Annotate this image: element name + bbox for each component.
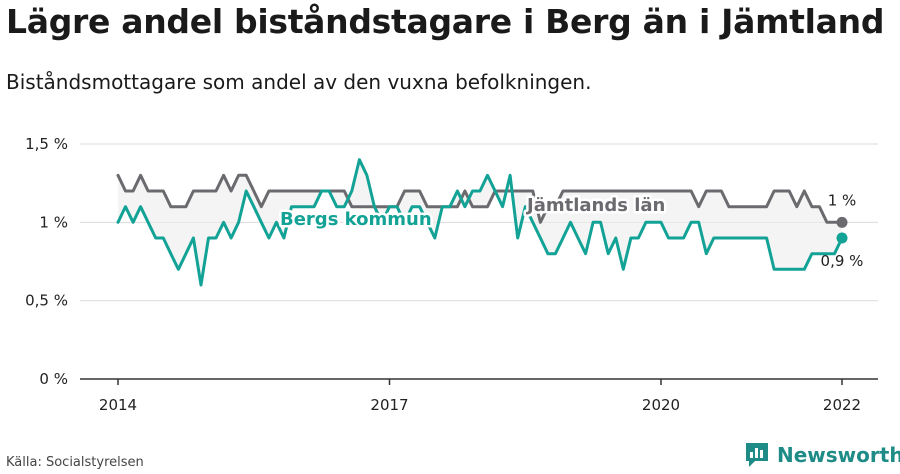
end-label-jamtlands-lan: 1 % <box>828 191 857 209</box>
chart-subtitle: Biståndsmottagare som andel av den vuxna… <box>6 70 592 94</box>
end-point-jamtlands-lan <box>836 216 848 228</box>
x-tick-label: 2017 <box>370 396 408 414</box>
x-tick-label: 2020 <box>642 396 680 414</box>
end-point-bergs-kommun <box>836 232 848 244</box>
brand-logo: Newsworthy <box>744 441 900 469</box>
x-tick-label: 2014 <box>99 396 137 414</box>
end-label-bergs-kommun: 0,9 % <box>821 252 864 270</box>
brand-name: Newsworthy <box>777 443 900 467</box>
y-tick-label: 0 % <box>39 370 68 388</box>
y-tick-label: 1 % <box>39 213 68 231</box>
source-note: Källa: Socialstyrelsen <box>6 455 144 470</box>
series-line-bergs-kommun <box>116 158 844 287</box>
series-line-jamtlands-lan <box>116 173 844 224</box>
newsworthy-logo-icon <box>746 443 768 467</box>
chart-title: Lägre andel biståndstagare i Berg än i J… <box>6 2 885 41</box>
x-tick-label: 2022 <box>823 396 861 414</box>
y-tick-label: 0,5 % <box>25 292 68 310</box>
series-label-jamtlands-lan: Jämtlands län <box>525 195 665 216</box>
series-label-bergs-kommun: Bergs kommun <box>280 209 432 230</box>
y-tick-label: 1,5 % <box>25 135 68 153</box>
